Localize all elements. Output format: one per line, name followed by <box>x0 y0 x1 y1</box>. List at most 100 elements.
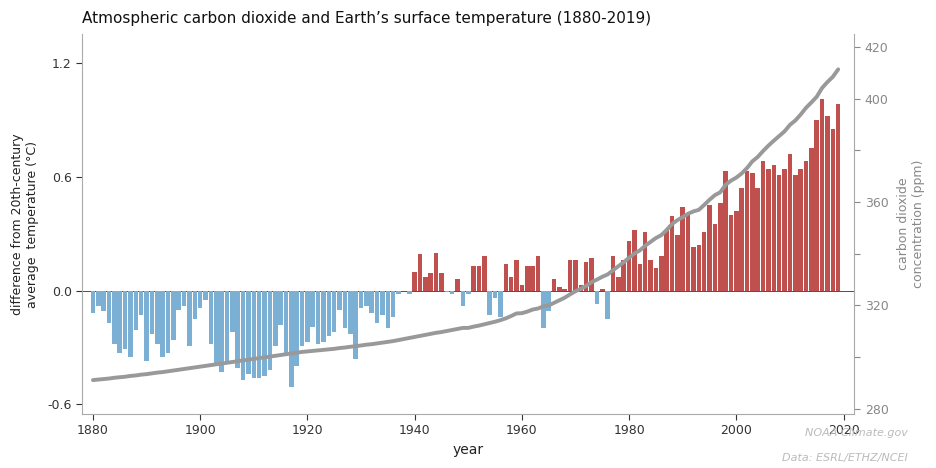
Bar <box>659 256 664 291</box>
Bar <box>600 289 605 291</box>
Bar <box>278 291 283 325</box>
Bar <box>391 291 396 317</box>
Bar <box>734 211 739 291</box>
Bar <box>653 268 658 291</box>
Bar <box>268 291 272 370</box>
Bar <box>728 214 733 291</box>
Bar <box>273 291 277 345</box>
Bar <box>396 291 401 294</box>
Bar <box>139 291 143 315</box>
Bar <box>413 271 417 291</box>
Bar <box>144 291 149 361</box>
Bar <box>171 291 176 340</box>
Bar <box>407 291 412 294</box>
Bar <box>680 207 685 291</box>
Bar <box>568 260 573 291</box>
Bar <box>669 217 674 291</box>
Bar <box>433 253 438 291</box>
Bar <box>686 214 691 291</box>
Bar <box>771 165 776 291</box>
Bar <box>643 232 648 291</box>
Bar <box>488 291 492 315</box>
Bar <box>107 291 111 323</box>
Bar <box>370 291 374 313</box>
Bar <box>295 291 299 366</box>
Bar <box>691 247 695 291</box>
Bar <box>134 291 139 330</box>
Bar <box>466 291 471 294</box>
Bar <box>236 291 240 368</box>
Bar <box>252 291 256 378</box>
Bar <box>354 291 358 359</box>
Bar <box>482 256 487 291</box>
Bar <box>584 262 589 291</box>
Bar <box>590 258 593 291</box>
Bar <box>798 169 803 291</box>
Bar <box>632 230 636 291</box>
Bar <box>702 232 707 291</box>
Bar <box>193 291 197 319</box>
Bar <box>675 235 680 291</box>
Bar <box>708 205 711 291</box>
Bar <box>696 245 701 291</box>
Bar <box>214 291 218 363</box>
Bar <box>472 266 475 291</box>
Bar <box>155 291 159 344</box>
Bar <box>358 291 363 307</box>
Bar <box>777 175 782 291</box>
Bar <box>563 289 567 291</box>
Bar <box>289 291 294 388</box>
Bar <box>246 291 251 374</box>
Bar <box>745 171 750 291</box>
Bar <box>804 161 809 291</box>
Y-axis label: carbon dioxide
concentration (ppm): carbon dioxide concentration (ppm) <box>897 160 925 288</box>
Bar <box>364 291 369 306</box>
Bar <box>417 255 422 291</box>
Text: NOAA Climate.gov: NOAA Climate.gov <box>805 428 908 438</box>
Bar <box>750 173 754 291</box>
Bar <box>327 291 331 336</box>
Y-axis label: difference from 20th-century
average  temperature (°C): difference from 20th-century average tem… <box>11 133 39 315</box>
Bar <box>814 120 819 291</box>
Bar <box>718 203 723 291</box>
Bar <box>256 291 261 378</box>
Bar <box>305 291 310 342</box>
Bar <box>610 256 615 291</box>
Bar <box>150 291 154 334</box>
Bar <box>203 291 208 300</box>
Bar <box>739 188 744 291</box>
Bar <box>123 291 127 350</box>
Bar <box>594 291 599 304</box>
Bar <box>343 291 347 329</box>
Bar <box>492 291 497 298</box>
Bar <box>551 279 556 291</box>
Bar <box>455 279 460 291</box>
Bar <box>525 266 530 291</box>
Bar <box>826 116 829 291</box>
Bar <box>177 291 181 309</box>
Bar <box>476 266 481 291</box>
Bar <box>439 273 444 291</box>
Bar <box>321 291 326 342</box>
Text: Atmospheric carbon dioxide and Earth’s surface temperature (1880-2019): Atmospheric carbon dioxide and Earth’s s… <box>82 11 651 26</box>
Bar <box>311 291 315 327</box>
Bar <box>386 291 390 329</box>
Bar <box>793 175 797 291</box>
Bar <box>665 230 669 291</box>
Bar <box>337 291 342 309</box>
Bar <box>300 291 304 345</box>
Bar <box>315 291 320 344</box>
Bar <box>166 291 170 353</box>
Bar <box>128 291 133 357</box>
Bar <box>498 291 503 317</box>
Bar <box>423 277 428 291</box>
Bar <box>96 291 100 306</box>
Bar <box>788 154 792 291</box>
Bar <box>374 291 379 323</box>
Bar <box>332 291 337 332</box>
Bar <box>429 273 433 291</box>
Bar <box>622 260 626 291</box>
Bar <box>627 241 632 291</box>
Bar <box>761 161 766 291</box>
Bar <box>262 291 267 376</box>
